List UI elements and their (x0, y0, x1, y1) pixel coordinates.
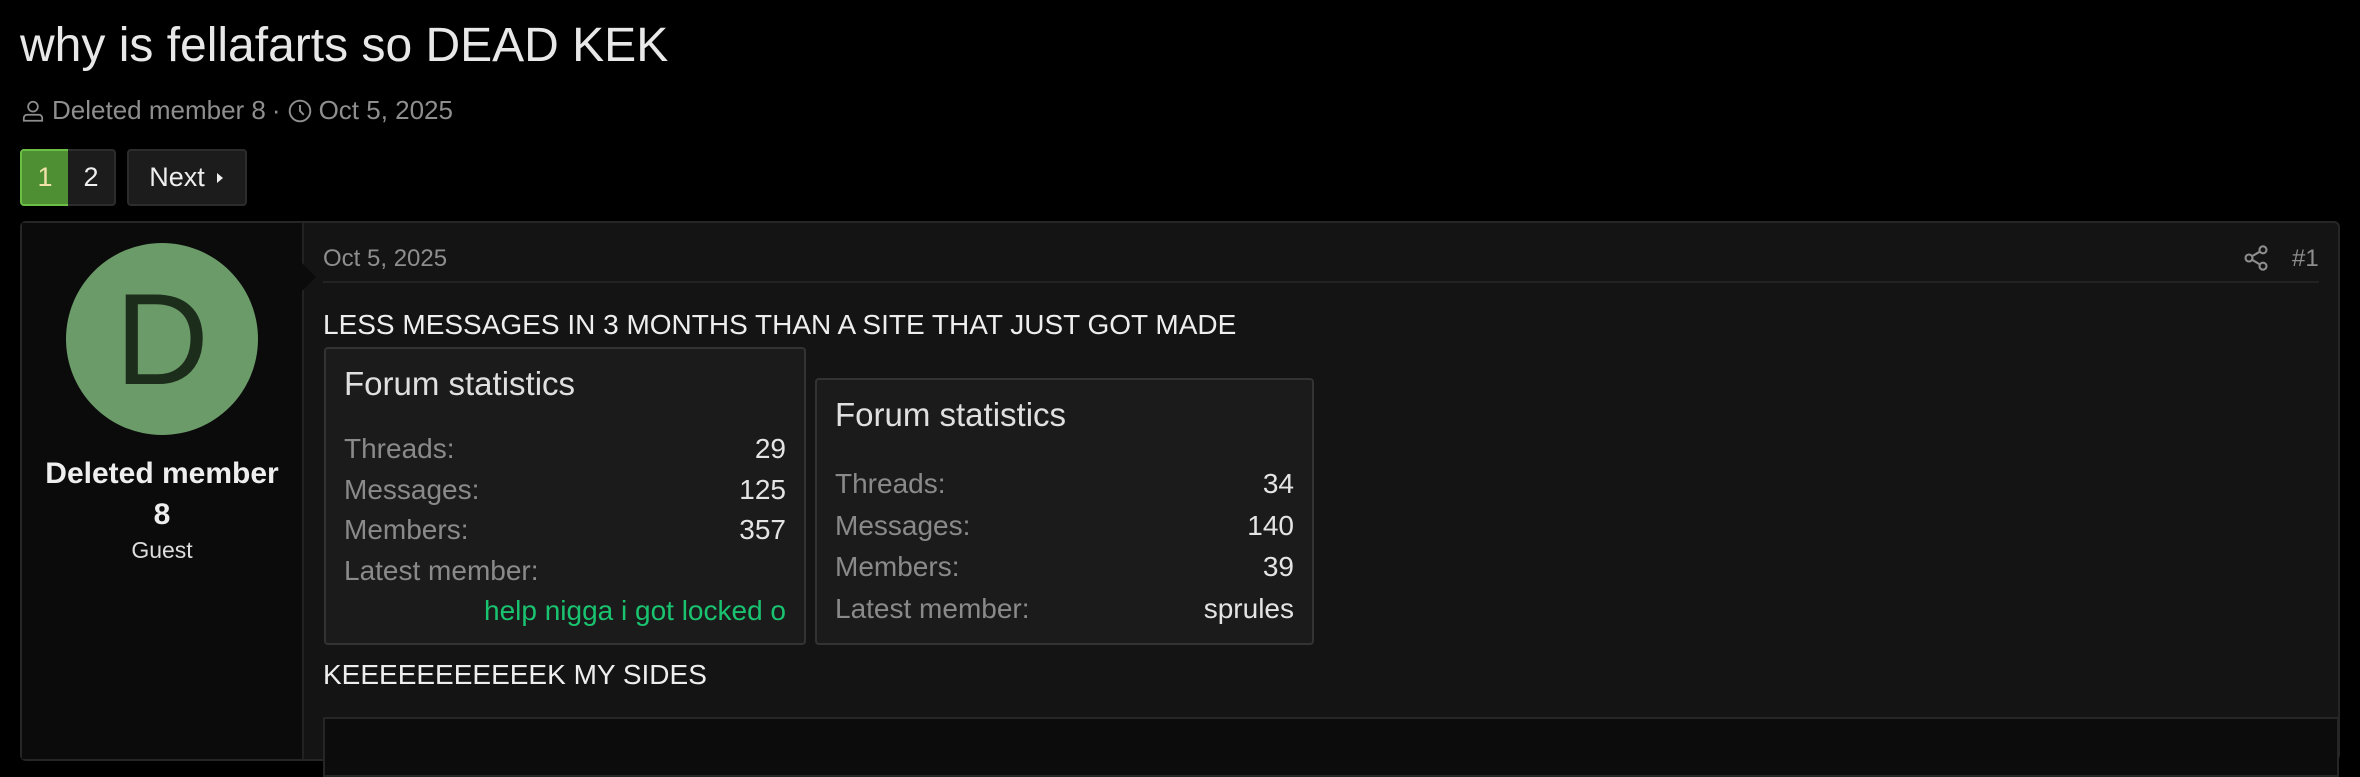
stats-value: 140 (1247, 510, 1294, 541)
latest-member-value: help nigga i got locked o (484, 595, 786, 626)
stats-label: Threads: (344, 433, 455, 464)
meta-separator: · (271, 95, 281, 125)
next-label: Next (149, 162, 205, 192)
stats-value: 29 (754, 433, 786, 464)
post-number-link[interactable]: #1 (2292, 245, 2319, 272)
stats-row: Latest member: sprules (835, 593, 1294, 633)
stats-label: Members: (344, 514, 469, 545)
stats-row: Messages: 140 (835, 510, 1294, 550)
thread-author-link[interactable]: Deleted member 8 (52, 95, 266, 125)
stats-row: Messages: 125 (344, 474, 786, 514)
stats-value: 125 (739, 474, 786, 505)
stats-row: Threads: 29 (344, 433, 786, 473)
stats-label: Latest member: (344, 555, 539, 586)
stats-value: 357 (739, 514, 786, 545)
stats-row: help nigga i got locked o (344, 595, 786, 635)
stats-row: Latest member: (344, 555, 786, 595)
post-message: D Deleted member 8 Guest Oct 5, 2025 #1 … (20, 221, 2340, 777)
stats-value: 34 (1262, 468, 1294, 499)
attached-image-forum-stats[interactable]: Forum statistics Threads: 29 Messages: 125… (324, 347, 806, 645)
stats-label: Latest member: (835, 593, 1030, 624)
post-author-name[interactable]: Deleted member 8 (22, 453, 302, 535)
post-date-link[interactable]: Oct 5, 2025 (323, 245, 448, 272)
share-icon[interactable] (2242, 244, 2270, 272)
attached-image-forum-stats[interactable]: Forum statistics Threads: 34 Messages: 140… (815, 378, 1314, 645)
stats-row: Members: 39 (835, 551, 1294, 591)
thread-date-link[interactable]: Oct 5, 2025 (318, 95, 453, 125)
stats-label: Messages: (344, 474, 480, 505)
user-icon (22, 100, 44, 122)
thread-meta: Deleted member 8 · Oct 5, 2025 (20, 95, 453, 126)
page-1-button[interactable]: 1 (20, 149, 70, 206)
next-page-button[interactable]: Next (127, 149, 247, 206)
author-name-line2: 8 (153, 498, 171, 531)
avatar[interactable]: D (66, 243, 258, 435)
thread-title: why is fellafarts so DEAD KEK (20, 19, 669, 72)
stats-value: sprules (1203, 593, 1294, 624)
embedded-block (323, 717, 2339, 777)
stats-label: Members: (835, 551, 960, 582)
sidebar-arrow (302, 263, 316, 291)
post-text: KEEEEEEEEEEEK MY SIDES (323, 659, 707, 690)
stats-title: Forum statistics (835, 396, 1067, 433)
stats-label: Threads: (835, 468, 946, 499)
stats-row: Threads: 34 (835, 468, 1294, 508)
caret-right-icon (216, 172, 223, 183)
stats-label: Messages: (835, 510, 971, 541)
stats-row: Members: 357 (344, 514, 786, 554)
stats-title: Forum statistics (344, 365, 576, 402)
post-user-sidebar: D Deleted member 8 Guest (22, 223, 304, 759)
divider (323, 281, 2319, 283)
clock-icon (288, 99, 311, 122)
author-name-line1: Deleted member (45, 457, 279, 490)
stats-value: 39 (1262, 551, 1294, 582)
page-2-button[interactable]: 2 (68, 149, 116, 206)
user-title: Guest (131, 537, 193, 563)
post-text: LESS MESSAGES IN 3 MONTHS THAN A SITE TH… (323, 309, 1237, 340)
